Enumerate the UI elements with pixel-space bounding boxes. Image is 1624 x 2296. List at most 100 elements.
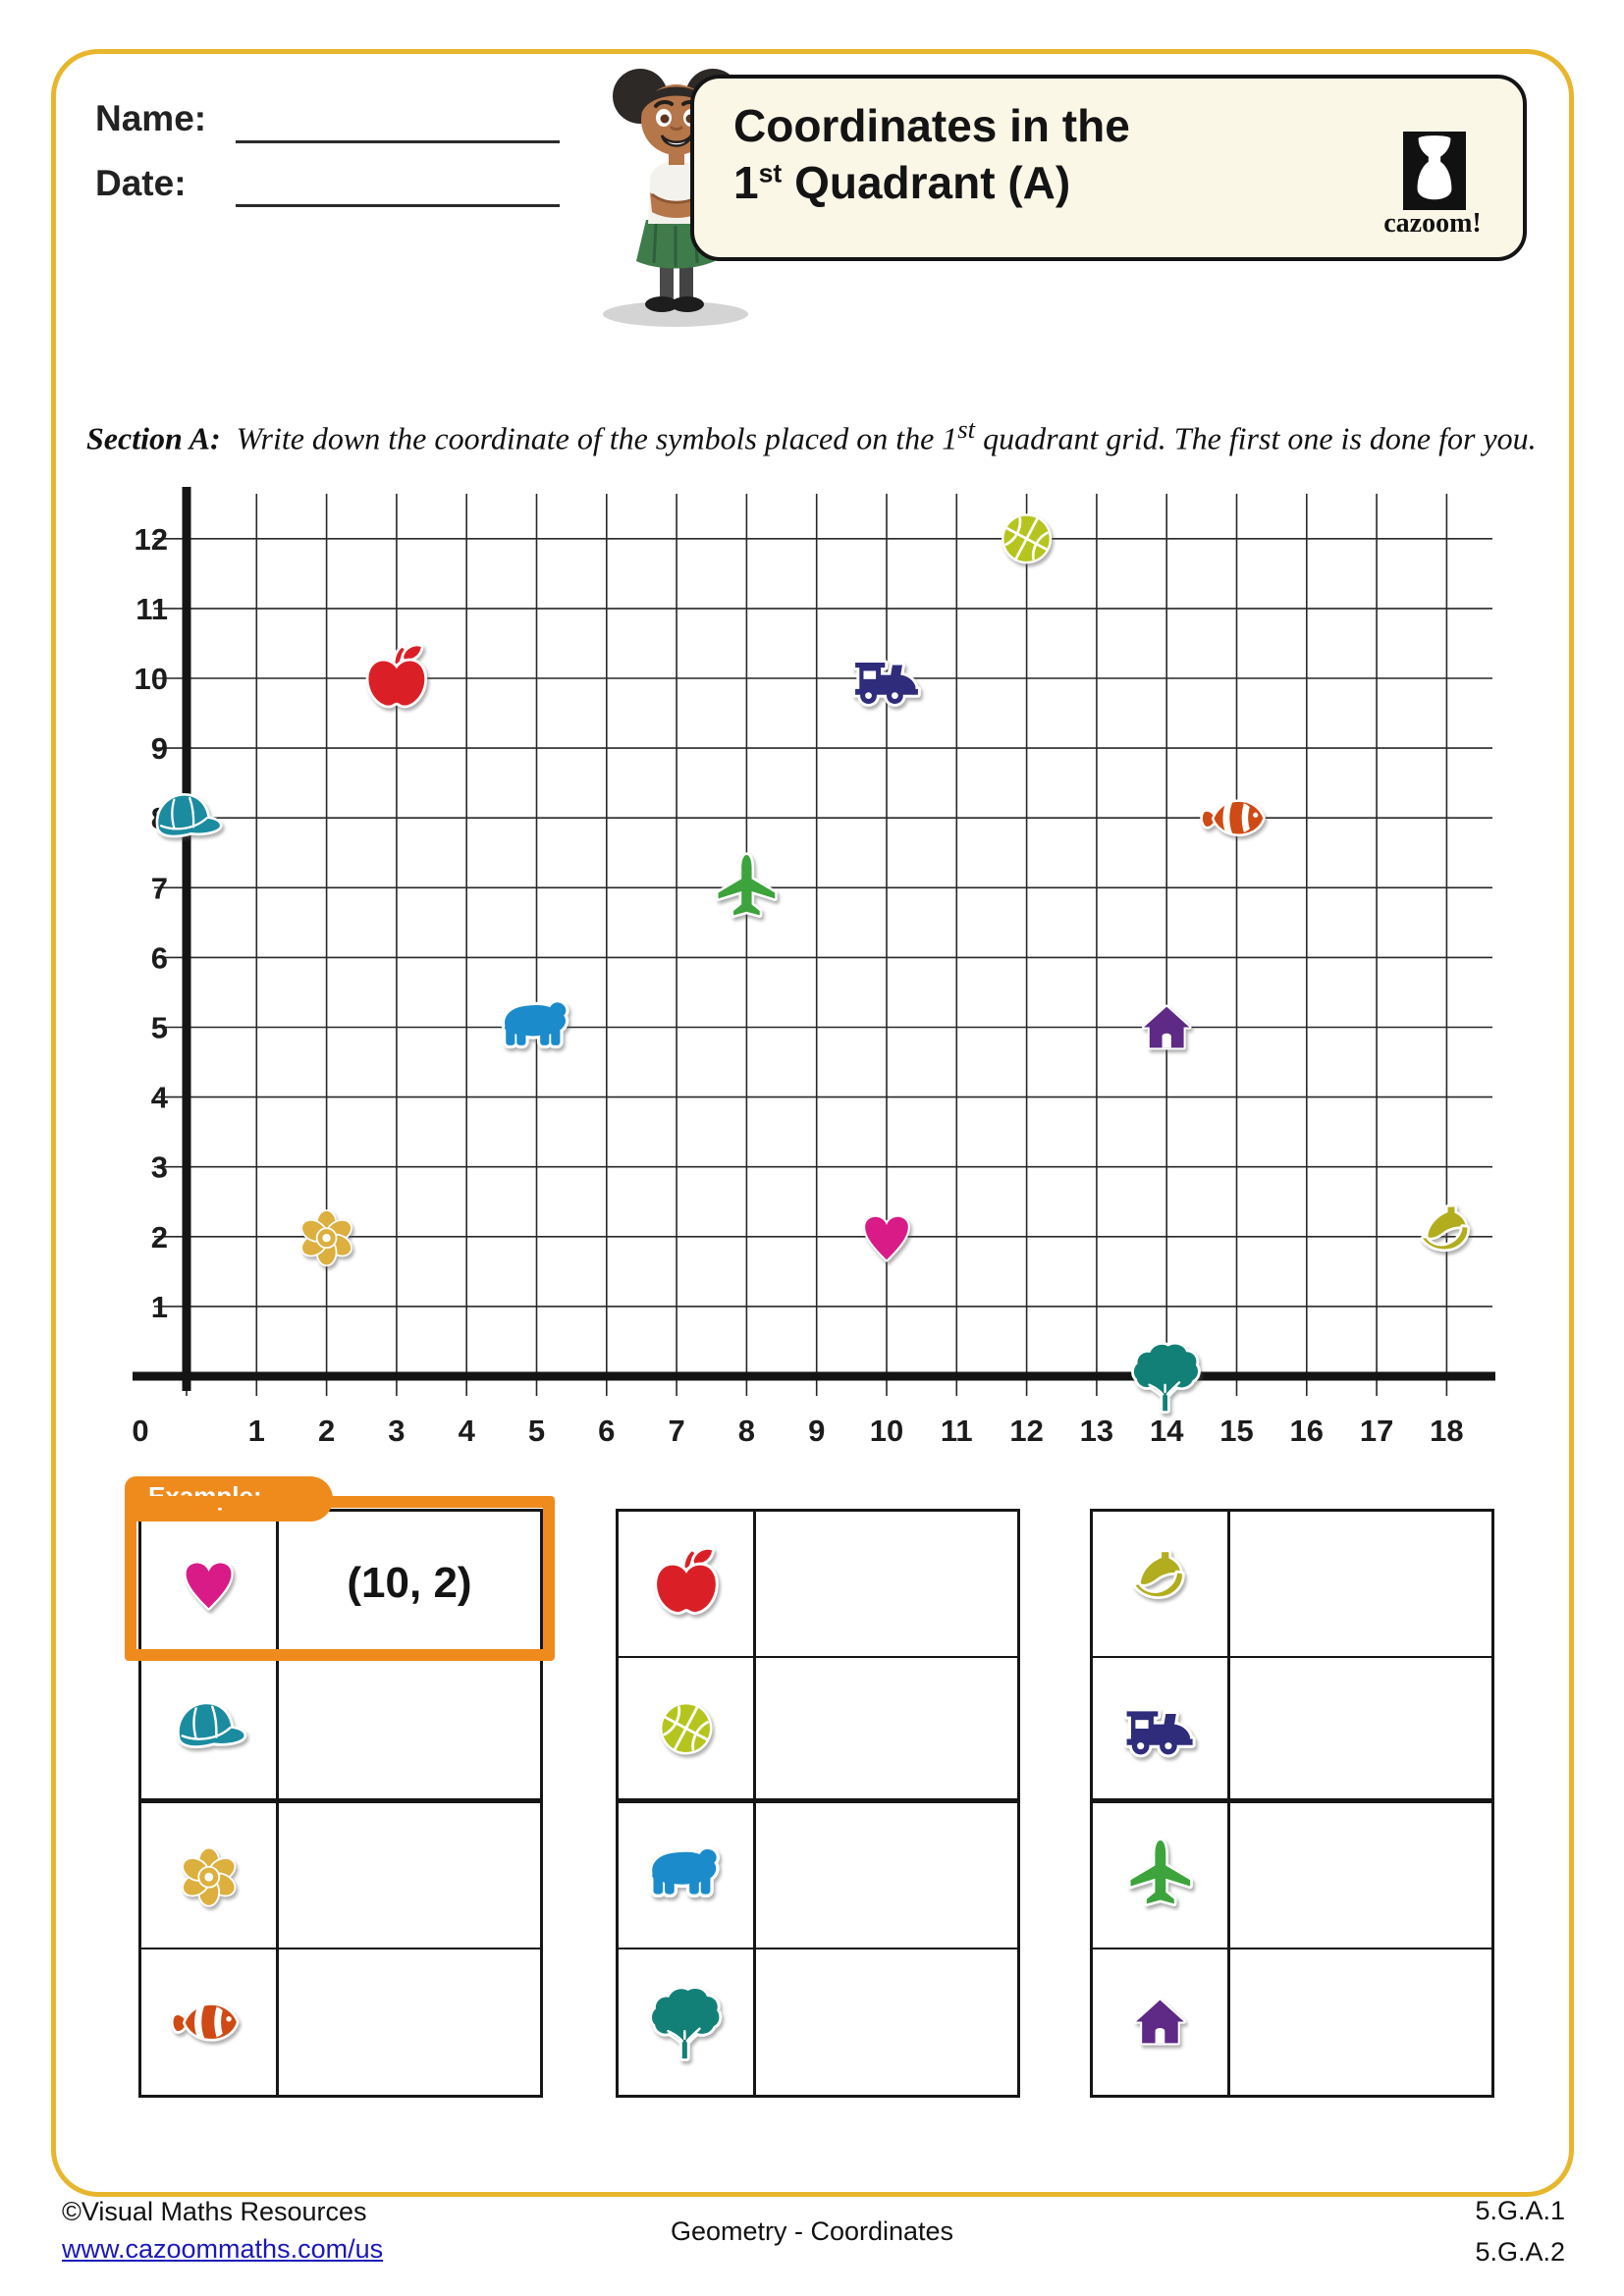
name-input-line[interactable]: [236, 140, 560, 143]
grid-symbol-train: [855, 663, 918, 704]
grid-symbol-banana: [1419, 1204, 1470, 1252]
answer-cell-airplane[interactable]: [1230, 1803, 1491, 1949]
x-axis-label-2: 2: [318, 1414, 335, 1448]
x-axis-label-16: 16: [1290, 1414, 1324, 1448]
answer-cell-banana[interactable]: [1230, 1512, 1491, 1658]
fish-icon: [171, 1984, 247, 2060]
symbol-cell-banana: [1093, 1512, 1230, 1658]
x-axis-label-13: 13: [1080, 1414, 1113, 1448]
instruction-text-1: Write down the coordinate of the symbols…: [236, 420, 958, 456]
answer-cell-fish[interactable]: [279, 1949, 540, 2096]
x-axis-label-18: 18: [1430, 1414, 1463, 1448]
heart-icon: [177, 1552, 241, 1616]
title-line2-ordinal: st: [758, 158, 783, 188]
answer-cell-flower[interactable]: [279, 1803, 540, 1949]
grid-symbol-fish: [1203, 802, 1263, 834]
x-axis-label-4: 4: [459, 1414, 476, 1448]
y-axis-label-12: 12: [135, 522, 168, 557]
grid-symbol-tree: [1134, 1345, 1198, 1412]
footer-topic: Geometry - Coordinates: [670, 2216, 954, 2246]
symbol-cell-airplane: [1093, 1803, 1230, 1949]
x-axis-label-6: 6: [598, 1414, 615, 1448]
grid-symbol-basketball: [996, 508, 1057, 570]
y-axis-label-6: 6: [151, 940, 168, 975]
grid-symbol-cap: [156, 792, 221, 837]
symbol-cell-train: [1093, 1657, 1230, 1803]
x-axis-label-5: 5: [528, 1414, 545, 1448]
x-axis-label-11: 11: [941, 1414, 973, 1448]
answer-table-3: [1090, 1509, 1494, 2098]
grid-symbol-flower: [297, 1209, 356, 1267]
instruction-text-2: quadrant grid. The first one is done for…: [975, 420, 1537, 456]
x-axis-label-12: 12: [1009, 1414, 1043, 1448]
origin-label: 0: [132, 1414, 148, 1448]
train-icon: [1116, 1684, 1203, 1771]
grid-symbols: [156, 508, 1470, 1412]
date-input-line[interactable]: [236, 204, 560, 207]
x-axis-label-9: 9: [808, 1414, 825, 1448]
grid-symbol-airplane: [719, 855, 776, 915]
footer-standards: 5.G.A.1 5.G.A.2: [1475, 2191, 1565, 2273]
symbol-cell-heart: [141, 1512, 279, 1658]
symbol-cell-fish: [141, 1949, 279, 2095]
tree-icon: [645, 1981, 728, 2063]
answer-cell-house[interactable]: [1230, 1949, 1491, 2096]
title-box: Coordinates in the 1st Quadrant (A) cazo…: [690, 75, 1527, 261]
answer-cell-train[interactable]: [1230, 1658, 1491, 1803]
cazoom-logo-text: cazoom!: [1383, 208, 1482, 239]
banana-icon: [1121, 1544, 1200, 1623]
y-axis-label-11: 11: [135, 592, 168, 626]
basketball-icon: [651, 1693, 721, 1763]
answer-cell-apple[interactable]: [756, 1512, 1017, 1658]
title-line1: Coordinates in the: [733, 100, 1130, 151]
footer-website-link[interactable]: www.cazoommaths.com/us: [62, 2234, 384, 2264]
date-label: Date:: [95, 163, 187, 203]
flower-icon: [178, 1846, 240, 1907]
answer-cell-cap[interactable]: [279, 1658, 540, 1803]
answer-table-2: [616, 1509, 1020, 2098]
x-axis-label-14: 14: [1150, 1414, 1184, 1448]
x-axis-label-15: 15: [1219, 1414, 1253, 1448]
coordinate-grid: 0123456789101112131415161718123456789101…: [132, 487, 1495, 1448]
example-answer-cell[interactable]: (10, 2): [279, 1512, 540, 1658]
grid-axes: [133, 487, 1495, 1391]
answer-cell-bear[interactable]: [756, 1803, 1017, 1949]
worksheet-title: Coordinates in the 1st Quadrant (A): [733, 98, 1130, 211]
y-axis-label-5: 5: [151, 1011, 168, 1045]
y-axis-label-1: 1: [151, 1290, 168, 1324]
answer-table-1: (10, 2): [138, 1509, 543, 2098]
grid-lines: [154, 494, 1492, 1396]
bear-icon: [638, 1828, 733, 1923]
y-axis-label-3: 3: [151, 1150, 168, 1185]
y-axis-label-2: 2: [151, 1220, 168, 1255]
y-axis-label-9: 9: [151, 731, 168, 766]
y-axis-label-7: 7: [151, 871, 168, 905]
section-a-label: Section A:: [86, 420, 221, 456]
x-axis-label-7: 7: [668, 1414, 684, 1448]
grid-symbol-house: [1144, 1007, 1189, 1048]
symbol-cell-basketball: [619, 1657, 756, 1803]
y-axis-label-4: 4: [151, 1081, 169, 1115]
x-axis-label-8: 8: [738, 1414, 755, 1448]
example-tab: Example:: [125, 1476, 333, 1522]
example-tab-label: Example:: [148, 1481, 262, 1511]
x-axis-label-3: 3: [388, 1414, 405, 1448]
title-line2-number: 1: [733, 156, 759, 208]
grid-symbol-bear: [505, 1002, 566, 1045]
standard-1: 5.G.A.1: [1475, 2196, 1565, 2225]
cap-icon: [170, 1688, 248, 1767]
name-label: Name:: [95, 98, 207, 138]
x-axis-label-10: 10: [870, 1414, 903, 1448]
grid-symbol-heart: [865, 1217, 908, 1260]
symbol-cell-bear: [619, 1803, 756, 1949]
instruction-ordinal: st: [957, 414, 976, 444]
cazoom-logo-icon: [1403, 132, 1466, 210]
answer-cell-basketball[interactable]: [756, 1658, 1017, 1803]
symbol-cell-apple: [619, 1512, 756, 1658]
y-axis-label-10: 10: [135, 662, 168, 696]
answer-cell-tree[interactable]: [756, 1949, 1017, 2096]
axis-labels: 0123456789101112131415161718123456789101…: [132, 522, 1463, 1448]
airplane-icon: [1122, 1837, 1199, 1913]
x-axis-label-1: 1: [248, 1414, 265, 1448]
